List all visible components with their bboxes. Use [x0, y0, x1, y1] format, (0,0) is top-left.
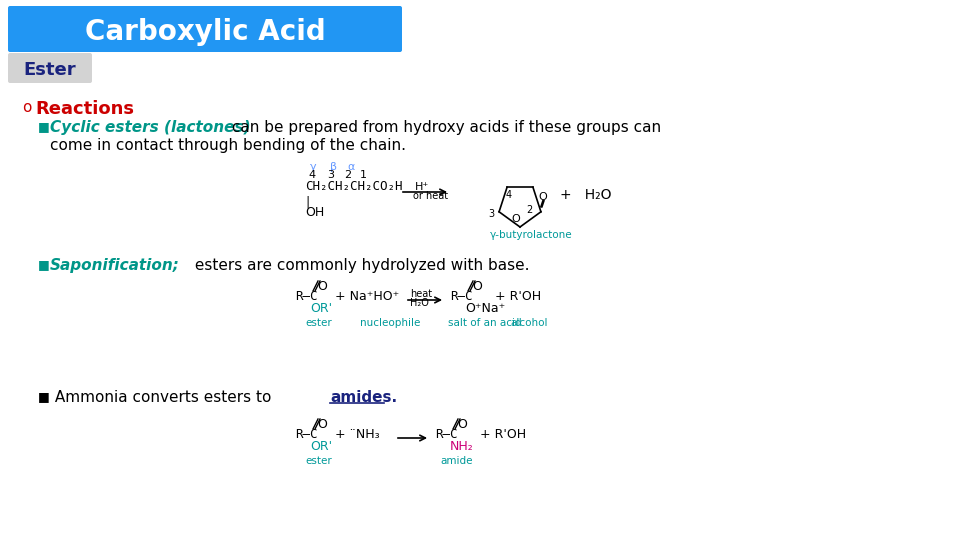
Text: γ-butyrolactone: γ-butyrolactone	[490, 230, 572, 240]
Text: ■: ■	[38, 120, 50, 133]
Text: O: O	[317, 280, 326, 293]
Text: 2: 2	[526, 205, 532, 215]
Text: O: O	[317, 418, 326, 431]
Text: β: β	[330, 162, 337, 172]
Text: Ester: Ester	[24, 61, 76, 79]
Text: ester: ester	[305, 456, 332, 466]
Text: NH₂: NH₂	[450, 440, 473, 453]
Text: R–C: R–C	[295, 290, 318, 303]
Text: O: O	[472, 280, 482, 293]
Text: OR': OR'	[310, 302, 332, 315]
Text: +   H₂O: + H₂O	[560, 188, 612, 202]
Text: O: O	[539, 192, 547, 202]
Text: alcohol: alcohol	[510, 318, 547, 328]
Text: α: α	[347, 162, 354, 172]
Text: O: O	[512, 214, 520, 224]
Text: Reactions: Reactions	[35, 100, 134, 118]
Text: CH₂CH₂CH₂CO₂H: CH₂CH₂CH₂CO₂H	[305, 180, 402, 193]
Text: salt of an acid: salt of an acid	[448, 318, 521, 328]
Text: R–C: R–C	[295, 428, 318, 441]
Text: + R'OH: + R'OH	[480, 428, 526, 441]
FancyBboxPatch shape	[8, 53, 92, 83]
Text: 1: 1	[360, 170, 367, 180]
Text: come in contact through bending of the chain.: come in contact through bending of the c…	[50, 138, 406, 153]
Text: + R'OH: + R'OH	[495, 290, 541, 303]
Text: 3: 3	[327, 170, 334, 180]
Text: nucleophile: nucleophile	[360, 318, 420, 328]
FancyBboxPatch shape	[8, 6, 402, 52]
Text: ■: ■	[38, 258, 50, 271]
Text: OR': OR'	[310, 440, 332, 453]
Text: 4: 4	[308, 170, 315, 180]
Text: heat: heat	[410, 289, 432, 299]
Text: + Na⁺HO⁺: + Na⁺HO⁺	[335, 290, 399, 303]
Text: H⁺: H⁺	[415, 182, 429, 192]
Text: or heat: or heat	[413, 191, 448, 201]
Text: 3: 3	[488, 209, 494, 219]
Text: OH: OH	[305, 206, 324, 219]
Text: amide: amide	[440, 456, 472, 466]
Text: R–C: R–C	[435, 428, 458, 441]
Text: Saponification;: Saponification;	[50, 258, 180, 273]
Text: Ammonia converts esters to: Ammonia converts esters to	[50, 390, 276, 405]
Text: |: |	[305, 196, 309, 209]
Text: + ¨NH₃: + ¨NH₃	[335, 428, 379, 441]
Text: ester: ester	[305, 318, 332, 328]
Text: esters are commonly hydrolyzed with base.: esters are commonly hydrolyzed with base…	[190, 258, 530, 273]
Text: R–C: R–C	[450, 290, 472, 303]
Text: O⁺Na⁺: O⁺Na⁺	[465, 302, 505, 315]
Text: γ: γ	[310, 162, 317, 172]
Text: Cyclic esters (lactones): Cyclic esters (lactones)	[50, 120, 251, 135]
Text: can be prepared from hydroxy acids if these groups can: can be prepared from hydroxy acids if th…	[227, 120, 661, 135]
Text: 2: 2	[344, 170, 351, 180]
Text: H₂O: H₂O	[410, 298, 429, 308]
Text: amides.: amides.	[330, 390, 397, 405]
Text: o: o	[22, 100, 32, 115]
Text: ■: ■	[38, 390, 50, 403]
Text: Carboxylic Acid: Carboxylic Acid	[84, 18, 325, 46]
Text: 4: 4	[506, 190, 512, 200]
Text: O: O	[457, 418, 467, 431]
